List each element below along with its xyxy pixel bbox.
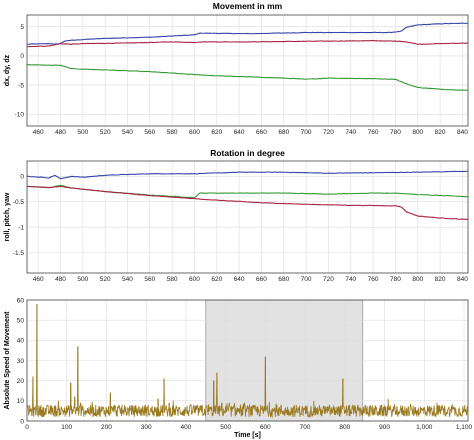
y-tick-label: -1.5 xyxy=(13,250,25,257)
series-line-3 xyxy=(27,185,468,221)
x-tick-label: 760 xyxy=(368,276,379,283)
y-tick-label: 50 xyxy=(17,317,25,324)
series-line-3 xyxy=(27,63,468,91)
plot-area xyxy=(27,161,468,273)
x-tick-label: 660 xyxy=(256,276,267,283)
y-axis-label: Absolute Speed of Movement xyxy=(4,311,11,410)
y-tick-label: 10 xyxy=(17,398,25,405)
x-tick-label: 540 xyxy=(122,129,133,136)
x-tick-label: 740 xyxy=(345,276,356,283)
x-tick-label: 460 xyxy=(33,129,44,136)
x-tick-label: 820 xyxy=(435,276,446,283)
x-tick-label: 200 xyxy=(101,424,112,431)
x-tick-label: 460 xyxy=(33,276,44,283)
x-tick-label: 840 xyxy=(457,129,468,136)
x-tick-label: 620 xyxy=(211,276,222,283)
y-tick-label: -0.5 xyxy=(13,199,25,206)
chart-title: Movement in mm xyxy=(213,1,283,11)
x-tick-label: 580 xyxy=(167,129,178,136)
plot-area xyxy=(27,15,468,126)
y-tick-label: 60 xyxy=(17,297,25,304)
y-axis-label: dx, dy, dz xyxy=(4,54,11,86)
series-line-1 xyxy=(27,170,468,180)
y-tick-label: -1 xyxy=(18,224,24,231)
y-tick-label: 30 xyxy=(17,358,25,365)
axes-frame xyxy=(26,299,469,422)
x-tick-label: 1,100 xyxy=(456,424,473,431)
x-tick-label: 720 xyxy=(323,129,334,136)
x-tick-label: 820 xyxy=(435,129,446,136)
x-tick-label: 840 xyxy=(457,276,468,283)
chart-panel-3: 0 100 200 300 400 500 600 700 800 900 1,000 1,100 0 1… xyxy=(4,297,473,439)
x-tick-label: 780 xyxy=(390,129,401,136)
x-tick-label: 800 xyxy=(412,129,423,136)
y-axis-label: roll, pitch, yaw xyxy=(4,192,11,241)
x-tick-label: 700 xyxy=(301,129,312,136)
x-tick-label: 740 xyxy=(345,129,356,136)
x-tick-label: 700 xyxy=(301,276,312,283)
x-tick-label: 760 xyxy=(368,129,379,136)
x-tick-label: 600 xyxy=(189,129,200,136)
gridlines xyxy=(27,161,468,273)
x-tick-label: 580 xyxy=(167,276,178,283)
x-axis-label: Time [s] xyxy=(234,432,261,439)
x-tick-label: 480 xyxy=(55,276,66,283)
x-tick-label: 660 xyxy=(256,129,267,136)
series-line-2 xyxy=(27,39,468,48)
y-tick-label: -5 xyxy=(18,82,24,89)
x-tick-label: 600 xyxy=(189,276,200,283)
x-tick-label: 780 xyxy=(390,276,401,283)
x-tick-label: 0 xyxy=(25,424,29,431)
y-tick-label: -10 xyxy=(15,112,25,119)
x-tick-label: 700 xyxy=(300,424,311,431)
x-tick-label: 540 xyxy=(122,276,133,283)
chart-panel-2: 460 480 500 520 540 560 580 600 620 640 660 680 700 7… xyxy=(4,148,469,283)
x-tick-label: 480 xyxy=(55,129,66,136)
chart-panel-1: 460 480 500 520 540 560 580 600 620 640 660 680 700 7… xyxy=(4,1,469,136)
x-tick-label: 500 xyxy=(77,276,88,283)
x-tick-label: 100 xyxy=(61,424,72,431)
x-tick-label: 680 xyxy=(278,276,289,283)
chart-title: Rotation in degree xyxy=(210,148,285,158)
x-tick-label: 560 xyxy=(144,276,155,283)
y-tick-label: 0 xyxy=(20,53,24,60)
axes-frame xyxy=(26,160,469,274)
x-tick-label: 640 xyxy=(234,276,245,283)
x-tick-label: 720 xyxy=(323,276,334,283)
x-tick-label: 900 xyxy=(379,424,390,431)
x-tick-label: 1,000 xyxy=(416,424,433,431)
series-line-1 xyxy=(27,22,468,45)
x-tick-label: 520 xyxy=(100,129,111,136)
x-tick-label: 620 xyxy=(211,129,222,136)
x-tick-label: 600 xyxy=(260,424,271,431)
y-tick-label: 5 xyxy=(20,24,24,31)
x-tick-label: 300 xyxy=(141,424,152,431)
x-tick-label: 500 xyxy=(77,129,88,136)
x-tick-label: 500 xyxy=(220,424,231,431)
y-tick-label: 0 xyxy=(20,174,24,181)
x-tick-label: 560 xyxy=(144,129,155,136)
y-tick-label: 40 xyxy=(17,338,25,345)
y-tick-label: 20 xyxy=(17,378,25,385)
x-tick-label: 520 xyxy=(100,276,111,283)
x-tick-label: 400 xyxy=(180,424,191,431)
series-line-1 xyxy=(27,304,468,419)
x-tick-label: 640 xyxy=(234,129,245,136)
axes-frame xyxy=(26,14,469,127)
y-tick-label: 0 xyxy=(20,418,24,425)
x-tick-label: 680 xyxy=(278,129,289,136)
x-tick-label: 800 xyxy=(339,424,350,431)
x-tick-label: 800 xyxy=(412,276,423,283)
